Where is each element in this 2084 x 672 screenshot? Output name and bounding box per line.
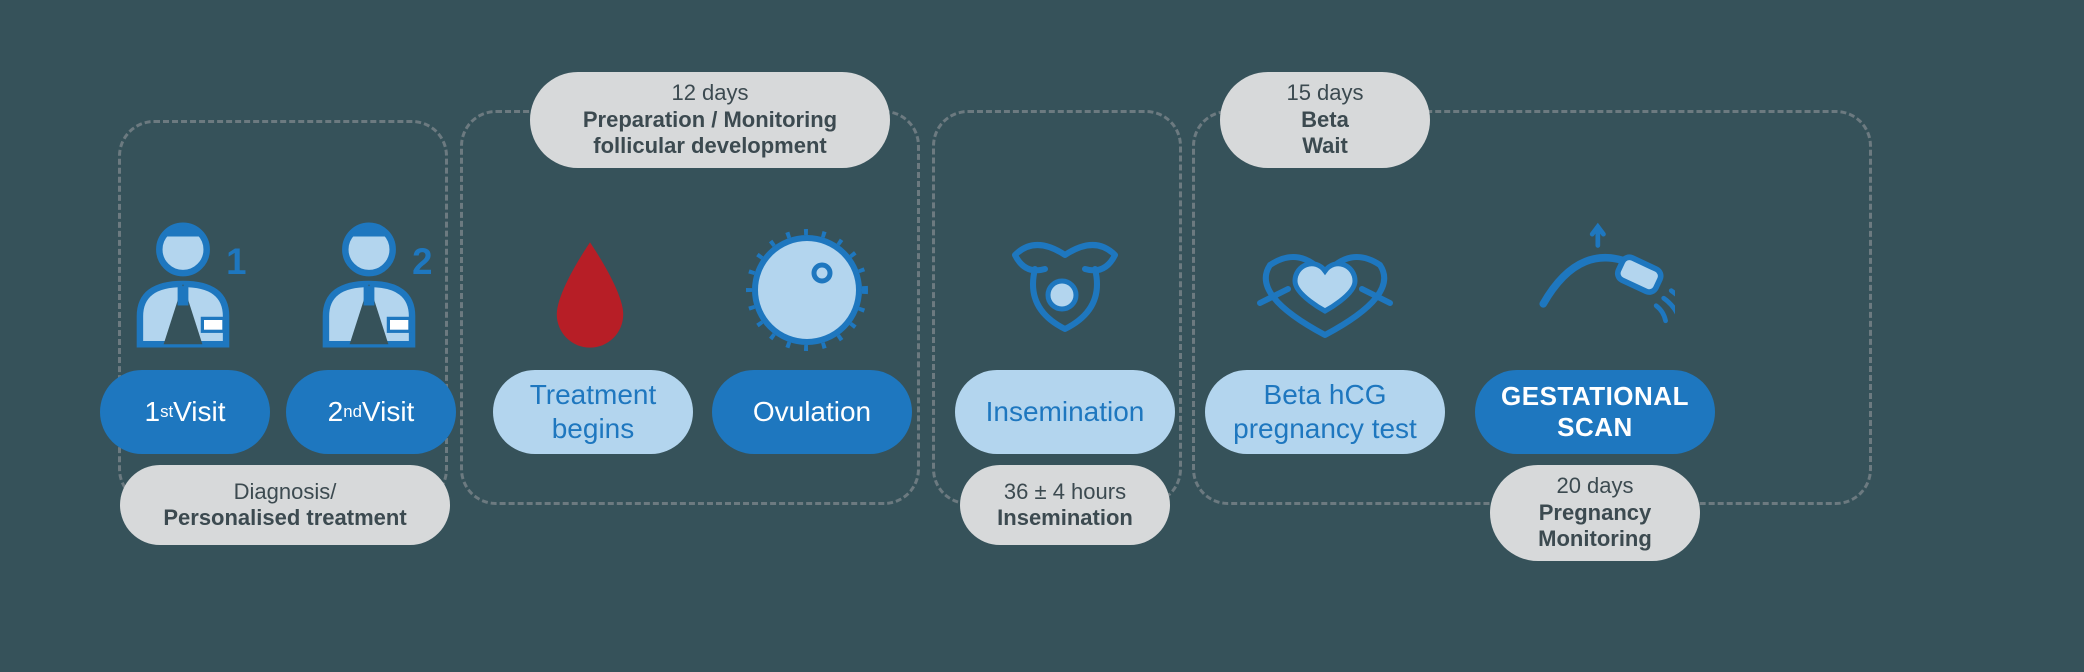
svg-text:2: 2 [412,241,432,282]
annotation-prep-line3: follicular development [593,133,827,159]
hands-heart-icon [1240,225,1410,355]
step-visit1-pill: 1st Visit [100,370,270,454]
blood-drop-icon [540,235,640,355]
annotation-diag-line1: Diagnosis/ [234,479,337,505]
annotation-preg_mon-line1: 20 days [1556,473,1633,499]
infographic-stage: 1 1st Visit 2 2nd Visit TreatmentbeginsOvula… [0,0,2084,672]
annotation-preg_mon: 20 daysPregnancyMonitoring [1490,465,1700,561]
doctor2-icon: 2 [304,215,434,355]
annotation-insem_time: 36 ± 4 hoursInsemination [960,465,1170,545]
doctor1-icon: 1 [118,215,248,355]
annotation-prep-line1: 12 days [671,80,748,106]
annotation-preg_mon-line2: Pregnancy [1539,500,1652,526]
annotation-insem_time-line1: 36 ± 4 hours [1004,479,1126,505]
step-beta-pill: Beta hCGpregnancy test [1205,370,1445,454]
annotation-diag: Diagnosis/Personalised treatment [120,465,450,545]
annotation-diag-line2: Personalised treatment [163,505,406,531]
uterus-icon [990,225,1140,355]
step-ovulation-pill: Ovulation [712,370,912,454]
ultrasound-icon [1515,215,1675,355]
annotation-preg_mon-line3: Monitoring [1538,526,1652,552]
annotation-beta_wait-line1: 15 days [1286,80,1363,106]
step-visit2-pill: 2nd Visit [286,370,456,454]
step-scan-pill: GESTATIONALSCAN [1475,370,1715,454]
annotation-insem_time-line2: Insemination [997,505,1133,531]
annotation-beta_wait-line2: Beta [1301,107,1349,133]
step-insemination-pill: Insemination [955,370,1175,454]
annotation-beta_wait-line3: Wait [1302,133,1348,159]
step-treatment-pill: Treatmentbegins [493,370,693,454]
svg-text:1: 1 [226,241,246,282]
annotation-beta_wait: 15 daysBetaWait [1220,72,1430,168]
annotation-prep: 12 daysPreparation / Monitoringfollicula… [530,72,890,168]
annotation-prep-line2: Preparation / Monitoring [583,107,837,133]
egg-icon [742,225,872,355]
